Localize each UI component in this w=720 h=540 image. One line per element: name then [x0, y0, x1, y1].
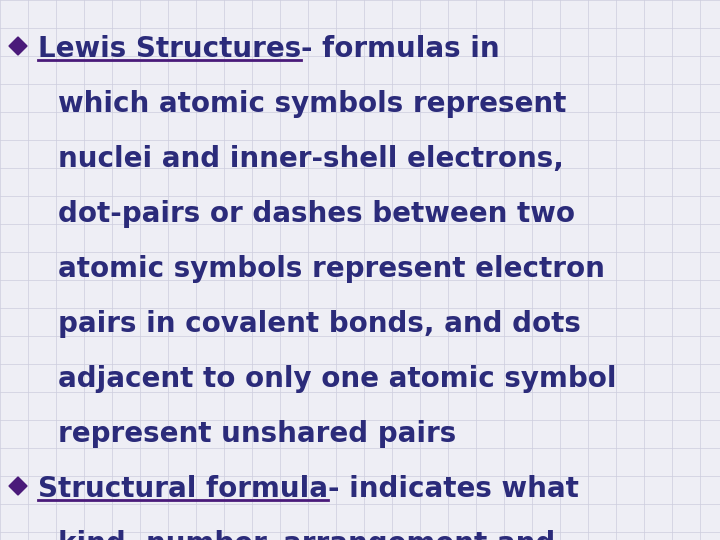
Text: which atomic symbols represent: which atomic symbols represent — [58, 90, 567, 118]
Polygon shape — [9, 37, 27, 55]
Text: adjacent to only one atomic symbol: adjacent to only one atomic symbol — [58, 365, 616, 393]
Text: nuclei and inner-shell electrons,: nuclei and inner-shell electrons, — [58, 145, 564, 173]
Text: Structural formula: Structural formula — [38, 475, 328, 503]
Text: atomic symbols represent electron: atomic symbols represent electron — [58, 255, 605, 283]
Text: kind, number, arrangement and: kind, number, arrangement and — [58, 530, 555, 540]
Polygon shape — [9, 477, 27, 495]
Text: dot-pairs or dashes between two: dot-pairs or dashes between two — [58, 200, 575, 228]
Text: pairs in covalent bonds, and dots: pairs in covalent bonds, and dots — [58, 310, 581, 338]
Text: Lewis Structures: Lewis Structures — [38, 35, 301, 63]
Text: represent unshared pairs: represent unshared pairs — [58, 420, 456, 448]
Text: - formulas in: - formulas in — [301, 35, 500, 63]
Text: - indicates what: - indicates what — [328, 475, 579, 503]
